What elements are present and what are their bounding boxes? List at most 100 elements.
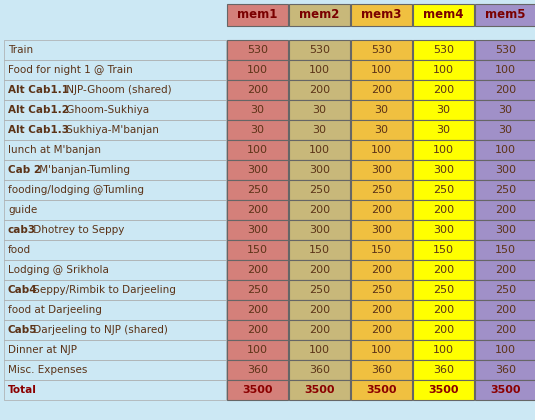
Bar	[4, 160, 226, 180]
Text: 200: 200	[495, 205, 516, 215]
Text: 360: 360	[371, 365, 392, 375]
Bar	[4, 180, 226, 200]
Bar	[227, 40, 288, 60]
Bar	[475, 60, 535, 80]
Bar	[475, 340, 535, 360]
Text: 300: 300	[247, 165, 268, 175]
Text: 30: 30	[437, 125, 450, 135]
Text: 150: 150	[371, 245, 392, 255]
Bar	[351, 4, 412, 26]
Bar	[351, 380, 412, 400]
Bar	[475, 140, 535, 160]
Text: 150: 150	[433, 245, 454, 255]
Bar	[289, 320, 350, 340]
Bar	[351, 140, 412, 160]
Text: Alt Cab1.1: Alt Cab1.1	[8, 85, 69, 95]
Bar	[227, 360, 288, 380]
Text: 200: 200	[309, 305, 330, 315]
Text: 200: 200	[247, 305, 268, 315]
Text: 100: 100	[495, 145, 516, 155]
Text: Ghoom-Sukhiya: Ghoom-Sukhiya	[63, 105, 149, 115]
Text: 30: 30	[437, 105, 450, 115]
Text: 200: 200	[247, 325, 268, 335]
Bar	[289, 220, 350, 240]
Text: 300: 300	[309, 225, 330, 235]
Bar	[4, 320, 226, 340]
Text: 250: 250	[247, 185, 268, 195]
Text: 3500: 3500	[242, 385, 273, 395]
Bar	[475, 120, 535, 140]
Text: mem1: mem1	[238, 8, 278, 21]
Bar	[227, 140, 288, 160]
Bar	[351, 80, 412, 100]
Text: 30: 30	[374, 105, 388, 115]
Text: M'banjan-Tumling: M'banjan-Tumling	[35, 165, 129, 175]
Text: 360: 360	[495, 365, 516, 375]
Bar	[475, 220, 535, 240]
Text: 150: 150	[247, 245, 268, 255]
Text: 250: 250	[433, 185, 454, 195]
Text: Alt Cab1.3: Alt Cab1.3	[8, 125, 69, 135]
Text: food: food	[8, 245, 31, 255]
Bar	[413, 260, 474, 280]
Text: 100: 100	[247, 65, 268, 75]
Bar	[475, 380, 535, 400]
Bar	[475, 260, 535, 280]
Text: 530: 530	[309, 45, 330, 55]
Bar	[289, 300, 350, 320]
Bar	[289, 40, 350, 60]
Text: 30: 30	[499, 105, 513, 115]
Bar	[4, 340, 226, 360]
Bar	[289, 380, 350, 400]
Bar	[227, 300, 288, 320]
Bar	[413, 340, 474, 360]
Text: 300: 300	[433, 165, 454, 175]
Bar	[475, 320, 535, 340]
Bar	[413, 240, 474, 260]
Text: 100: 100	[247, 145, 268, 155]
Text: 200: 200	[371, 265, 392, 275]
Bar	[4, 220, 226, 240]
Bar	[475, 80, 535, 100]
Bar	[413, 380, 474, 400]
Bar	[351, 40, 412, 60]
Text: 200: 200	[371, 305, 392, 315]
Text: 300: 300	[371, 165, 392, 175]
Bar	[413, 120, 474, 140]
Bar	[4, 80, 226, 100]
Text: food at Darjeeling: food at Darjeeling	[8, 305, 102, 315]
Bar	[289, 140, 350, 160]
Bar	[475, 40, 535, 60]
Bar	[4, 40, 226, 60]
Bar	[351, 320, 412, 340]
Bar	[289, 4, 350, 26]
Bar	[413, 4, 474, 26]
Bar	[351, 160, 412, 180]
Bar	[351, 360, 412, 380]
Text: 200: 200	[495, 305, 516, 315]
Text: 3500: 3500	[366, 385, 397, 395]
Bar	[4, 120, 226, 140]
Text: 250: 250	[247, 285, 268, 295]
Text: Dhotrey to Seppy: Dhotrey to Seppy	[30, 225, 124, 235]
Bar	[351, 200, 412, 220]
Text: Total: Total	[8, 385, 37, 395]
Bar	[413, 40, 474, 60]
Text: lunch at M'banjan: lunch at M'banjan	[8, 145, 101, 155]
Text: 100: 100	[309, 65, 330, 75]
Text: 100: 100	[495, 345, 516, 355]
Text: 200: 200	[433, 325, 454, 335]
Text: 250: 250	[495, 285, 516, 295]
Bar	[351, 300, 412, 320]
Text: 250: 250	[495, 185, 516, 195]
Text: 100: 100	[247, 345, 268, 355]
Text: Darjeeling to NJP (shared): Darjeeling to NJP (shared)	[30, 325, 168, 335]
Text: 100: 100	[433, 345, 454, 355]
Text: 100: 100	[309, 145, 330, 155]
Text: 530: 530	[433, 45, 454, 55]
Text: 200: 200	[433, 85, 454, 95]
Text: 30: 30	[374, 125, 388, 135]
Text: 30: 30	[250, 125, 264, 135]
Bar	[289, 360, 350, 380]
Bar	[227, 80, 288, 100]
